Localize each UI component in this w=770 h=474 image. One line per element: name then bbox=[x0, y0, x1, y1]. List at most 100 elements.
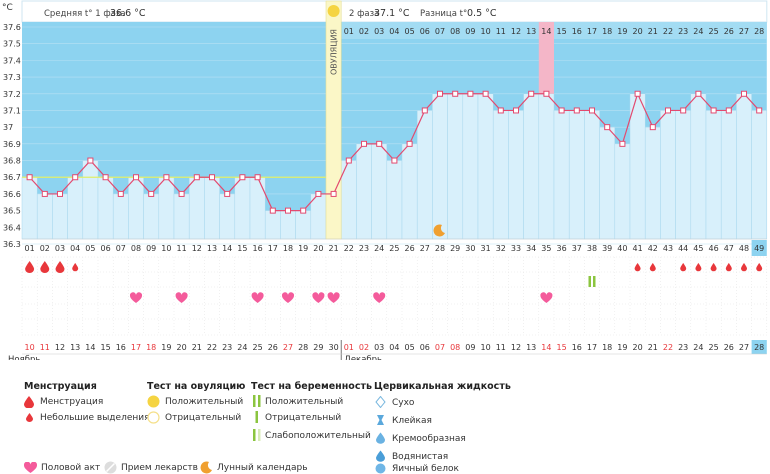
cycle-day-label: 41 bbox=[633, 244, 643, 253]
date-label: 19 bbox=[161, 343, 171, 352]
temp-bar bbox=[52, 193, 68, 240]
temperature-point bbox=[315, 190, 322, 197]
temp-bar bbox=[401, 143, 418, 240]
legend-medication-label: Прием лекарств bbox=[121, 463, 198, 473]
date-label: 18 bbox=[602, 343, 612, 352]
temp-bar bbox=[751, 110, 768, 240]
ovulation-positive-icon bbox=[147, 395, 160, 408]
moon-icon bbox=[433, 224, 445, 237]
phase2-day-label: 12 bbox=[511, 27, 521, 36]
cycle-day-label: 43 bbox=[663, 244, 673, 253]
temperature-point bbox=[482, 90, 489, 97]
temp-bar bbox=[356, 143, 372, 240]
temp-bar bbox=[67, 176, 84, 240]
cycle-day-label: 29 bbox=[450, 244, 460, 253]
temperature-point bbox=[239, 174, 246, 181]
temp-bar bbox=[720, 110, 737, 240]
date-label: 12 bbox=[511, 343, 521, 352]
cycle-day-label: 42 bbox=[648, 244, 658, 253]
temp-bar bbox=[705, 110, 722, 240]
legend-cervical-title: Цервикальная жидкость bbox=[374, 381, 511, 392]
temperature-point bbox=[452, 90, 459, 97]
date-label: 25 bbox=[709, 343, 719, 352]
date-label: 18 bbox=[146, 343, 156, 352]
y-tick-label: 36.4 bbox=[3, 223, 21, 232]
cycle-day-label: 06 bbox=[101, 244, 111, 253]
temp-bar bbox=[432, 93, 448, 240]
y-tick-label: 36.5 bbox=[3, 207, 21, 216]
date-label: 16 bbox=[572, 343, 582, 352]
temperature-point bbox=[391, 157, 398, 164]
drop-heavy-icon bbox=[55, 261, 65, 273]
phase2-day-label: 10 bbox=[481, 27, 491, 36]
legend-cervical-watery-label: Водянистая bbox=[392, 452, 449, 462]
y-tick-label: 36.3 bbox=[3, 240, 21, 249]
date-label: 15 bbox=[101, 343, 111, 352]
temp-bar bbox=[128, 176, 144, 240]
temperature-point bbox=[148, 190, 155, 197]
drop-light-icon bbox=[649, 263, 656, 272]
temp-bar bbox=[158, 176, 175, 240]
phase2-day-label: 23 bbox=[678, 27, 688, 36]
cycle-day-label: 35 bbox=[541, 244, 551, 253]
temperature-point bbox=[680, 107, 687, 114]
legend-cervical-sticky-label: Клейкая bbox=[392, 416, 432, 426]
date-label: 30 bbox=[329, 343, 339, 352]
date-label: 08 bbox=[450, 343, 460, 352]
phase2-day-label: 18 bbox=[602, 27, 612, 36]
cycle-day-label: 27 bbox=[420, 244, 430, 253]
temp-bar bbox=[492, 110, 509, 240]
cervical-eggwhite-icon bbox=[375, 463, 386, 474]
cycle-day-label: 45 bbox=[693, 244, 703, 253]
temp-bar bbox=[523, 93, 540, 240]
date-label: 11 bbox=[40, 343, 50, 352]
temperature-point bbox=[345, 157, 352, 164]
temperature-point bbox=[117, 190, 124, 197]
date-label: 10 bbox=[481, 343, 491, 352]
temp-bar bbox=[310, 193, 327, 240]
cycle-day-label: 23 bbox=[359, 244, 369, 253]
cycle-day-label: 05 bbox=[85, 244, 95, 253]
temp-bar bbox=[584, 110, 600, 240]
y-tick-label: 37.1 bbox=[3, 106, 21, 115]
drop-light-icon bbox=[72, 263, 79, 272]
date-label: 26 bbox=[724, 343, 734, 352]
drop-light-icon bbox=[634, 263, 641, 272]
cervical-sticky-icon bbox=[377, 415, 384, 425]
phase2-day-label: 15 bbox=[557, 27, 567, 36]
phase2-day-label: 27 bbox=[739, 27, 749, 36]
temp-bar bbox=[219, 193, 236, 240]
temperature-point bbox=[376, 140, 383, 147]
temperature-point bbox=[102, 174, 109, 181]
cycle-day-label: 18 bbox=[283, 244, 293, 253]
cycle-day-label: 26 bbox=[405, 244, 415, 253]
phase2-day-label: 21 bbox=[648, 27, 658, 36]
phase2-day-label: 26 bbox=[724, 27, 734, 36]
temp-bar bbox=[234, 176, 251, 240]
temperature-point bbox=[619, 140, 626, 147]
cycle-day-label: 21 bbox=[329, 244, 339, 253]
date-label: 17 bbox=[587, 343, 597, 352]
cycle-day-label: 30 bbox=[465, 244, 475, 253]
drop-light-icon bbox=[680, 263, 687, 272]
heart-icon bbox=[175, 292, 188, 303]
temp-bar bbox=[614, 143, 631, 240]
y-tick-label: 36.8 bbox=[3, 157, 21, 166]
date-label: 14 bbox=[541, 343, 551, 352]
date-label: 23 bbox=[678, 343, 688, 352]
cycle-day-label: 36 bbox=[557, 244, 567, 253]
date-label: 02 bbox=[359, 343, 369, 352]
temp-bar bbox=[736, 93, 752, 240]
date-label: 22 bbox=[207, 343, 217, 352]
y-unit-label: °C bbox=[2, 3, 13, 13]
moon-icon bbox=[200, 461, 212, 474]
phase2-day-label: 20 bbox=[633, 27, 643, 36]
temp-bar bbox=[690, 93, 707, 240]
phase2-day-label: 04 bbox=[389, 27, 399, 36]
date-label: 12 bbox=[55, 343, 65, 352]
temperature-point bbox=[695, 90, 702, 97]
cycle-day-label: 25 bbox=[389, 244, 399, 253]
date-label: 20 bbox=[633, 343, 643, 352]
legend-light-discharge-label: Небольшие выделения bbox=[40, 413, 150, 423]
legend-ovulation-positive-label: Положительный bbox=[165, 397, 244, 407]
